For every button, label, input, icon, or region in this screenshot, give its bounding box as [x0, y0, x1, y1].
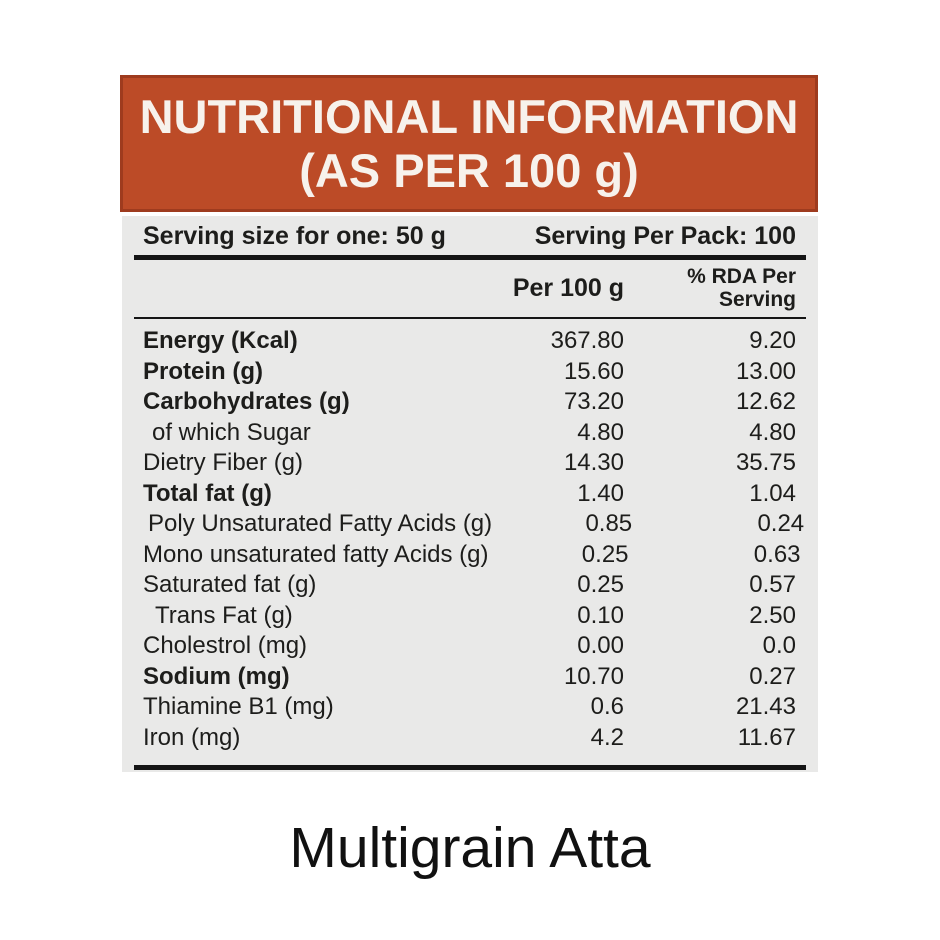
- rda-value: 2.50: [749, 601, 796, 629]
- per100-value: 4.2: [590, 723, 624, 751]
- rda-value: 0.63: [753, 540, 801, 568]
- column-header-rda: % RDA Per Serving: [687, 265, 796, 311]
- rda-value: 13.00: [735, 357, 796, 385]
- nutrient-row-saturated-fat: Saturated fat (g) 0.25 0.57: [143, 570, 796, 601]
- nutrient-row-thiamine: Thiamine B1 (mg) 0.6 21.43: [143, 692, 796, 723]
- per100-value: 14.30: [563, 449, 624, 476]
- nutrient-row-sugar: of which Sugar 4.80 4.80: [143, 418, 796, 449]
- rda-value: 12.62: [735, 388, 796, 415]
- nutrient-row-energy: Energy (Kcal) 367.80 9.20: [143, 326, 796, 357]
- column-header-per100: Per 100 g: [512, 273, 624, 302]
- rda-value: 0.0: [762, 632, 796, 659]
- rda-value: 0.57: [749, 571, 796, 598]
- nutrient-row-trans-fat: Trans Fat (g) 0.10 2.50: [143, 601, 796, 632]
- nutrient-row-cholesterol: Cholestrol (mg) 0.00 0.0: [143, 631, 796, 662]
- rda-value: 21.43: [735, 693, 796, 720]
- nutrient-row-protein: Protein (g) 15.60 13.00: [143, 357, 796, 388]
- per100-value: 0.00: [577, 632, 624, 659]
- nutrient-row-poly-unsaturated: Poly Unsaturated Fatty Acids (g) 0.85 0.…: [143, 509, 804, 540]
- nutrition-table: Serving size for one: 50 g Serving Per P…: [122, 216, 818, 772]
- nutrient-row-iron: Iron (mg) 4.2 11.67: [143, 723, 796, 754]
- header-banner: NUTRITIONAL INFORMATION (AS PER 100 g): [120, 75, 818, 212]
- rda-value: 35.75: [735, 449, 796, 476]
- nutrient-label: Sodium (mg): [143, 662, 290, 690]
- rda-value: 9.20: [749, 327, 796, 354]
- per100-value: 367.80: [550, 327, 624, 354]
- per100-value: 0.25: [581, 540, 629, 568]
- nutrient-label: Trans Fat (g): [155, 601, 293, 629]
- nutrient-label: Saturated fat (g): [143, 571, 317, 598]
- nutrient-label: Thiamine B1 (mg): [143, 693, 334, 720]
- separator-thin: [134, 317, 806, 319]
- rda-value: 0.27: [749, 662, 796, 690]
- nutrient-row-mono-unsaturated: Mono unsaturated fatty Acids (g) 0.25 0.…: [143, 540, 801, 571]
- rda-value: 1.04: [749, 479, 796, 507]
- header-title-line1: NUTRITIONAL INFORMATION: [139, 89, 799, 143]
- nutrient-label: Protein (g): [143, 357, 263, 385]
- per100-value: 0.10: [577, 601, 624, 629]
- per100-value: 4.80: [577, 418, 624, 446]
- nutrient-label: Total fat (g): [143, 479, 272, 507]
- per100-value: 10.70: [563, 662, 624, 690]
- nutrient-label: Energy (Kcal): [143, 327, 298, 354]
- nutrient-label: Carbohydrates (g): [143, 388, 350, 415]
- nutrient-label: Mono unsaturated fatty Acids (g): [143, 540, 489, 568]
- separator-thick-top: [134, 255, 806, 260]
- separator-thick-bottom: [134, 765, 806, 770]
- nutrient-label: Iron (mg): [143, 723, 241, 751]
- nutrient-label: Cholestrol (mg): [143, 632, 308, 659]
- serving-size-text: Serving size for one: 50 g: [143, 222, 446, 250]
- header-title-line2: (AS PER 100 g): [299, 143, 639, 197]
- serving-info-row: Serving size for one: 50 g Serving Per P…: [122, 216, 818, 255]
- nutrient-label: of which Sugar: [152, 418, 311, 446]
- per100-value: 0.6: [590, 693, 624, 720]
- per100-value: 1.40: [577, 479, 624, 507]
- rda-value: 0.24: [757, 510, 805, 537]
- nutrient-row-carbohydrates: Carbohydrates (g) 73.20 12.62: [143, 387, 796, 418]
- product-name: Multigrain Atta: [289, 816, 651, 880]
- nutrient-label: Poly Unsaturated Fatty Acids (g): [148, 510, 493, 537]
- per100-value: 15.60: [563, 357, 624, 385]
- column-header-row: Per 100 g % RDA Per Serving: [122, 260, 818, 317]
- per100-value: 0.85: [585, 510, 633, 537]
- serving-per-pack-text: Serving Per Pack: 100: [534, 222, 796, 250]
- nutrient-label: Dietry Fiber (g): [143, 449, 304, 476]
- rda-value: 11.67: [737, 723, 796, 751]
- per100-value: 73.20: [563, 388, 624, 415]
- per100-value: 0.25: [577, 571, 624, 598]
- nutrient-rows: Energy (Kcal) 367.80 9.20 Protein (g) 15…: [122, 319, 818, 753]
- nutrient-row-dietary-fiber: Dietry Fiber (g) 14.30 35.75: [143, 448, 796, 479]
- nutrient-row-sodium: Sodium (mg) 10.70 0.27: [143, 662, 796, 693]
- rda-value: 4.80: [749, 418, 796, 446]
- nutrient-row-total-fat: Total fat (g) 1.40 1.04: [143, 479, 796, 510]
